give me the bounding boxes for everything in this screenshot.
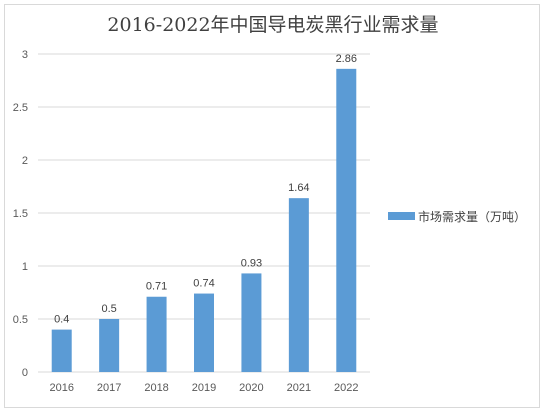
y-tick-label: 0.5: [13, 314, 28, 326]
bar: [241, 273, 262, 372]
data-label: 0.4: [54, 314, 69, 326]
y-tick-label: 0: [22, 367, 28, 379]
data-label: 0.71: [146, 281, 167, 293]
chart-title: 2016-2022年中国导电炭黑行业需求量: [107, 14, 439, 36]
bar: [194, 293, 214, 372]
y-tick-label: 2.5: [13, 102, 28, 114]
chart-frame: [4, 4, 540, 408]
x-tick-label: 2017: [97, 382, 121, 394]
bar: [146, 296, 167, 372]
bar: [99, 319, 120, 372]
x-tick-label: 2020: [239, 382, 263, 394]
data-label: 0.5: [101, 303, 116, 315]
bar: [51, 329, 72, 372]
bar: [336, 68, 357, 372]
data-label: 2.86: [336, 53, 357, 65]
y-tick-label: 2: [22, 155, 28, 167]
legend-swatch: [388, 212, 415, 220]
y-tick-label: 1: [22, 261, 28, 273]
legend-label: 市场需求量（万吨）: [418, 209, 526, 224]
y-tick-label: 1.5: [13, 208, 28, 220]
data-label: 1.64: [288, 182, 309, 194]
x-tick-label: 2021: [287, 382, 311, 394]
x-tick-label: 2019: [192, 382, 216, 394]
x-tick-label: 2018: [144, 382, 168, 394]
bar: [288, 198, 309, 372]
y-tick-label: 3: [22, 49, 28, 61]
data-label: 0.74: [193, 278, 214, 290]
data-label: 0.93: [241, 257, 262, 269]
x-tick-label: 2016: [49, 382, 73, 394]
x-tick-label: 2022: [334, 382, 358, 394]
